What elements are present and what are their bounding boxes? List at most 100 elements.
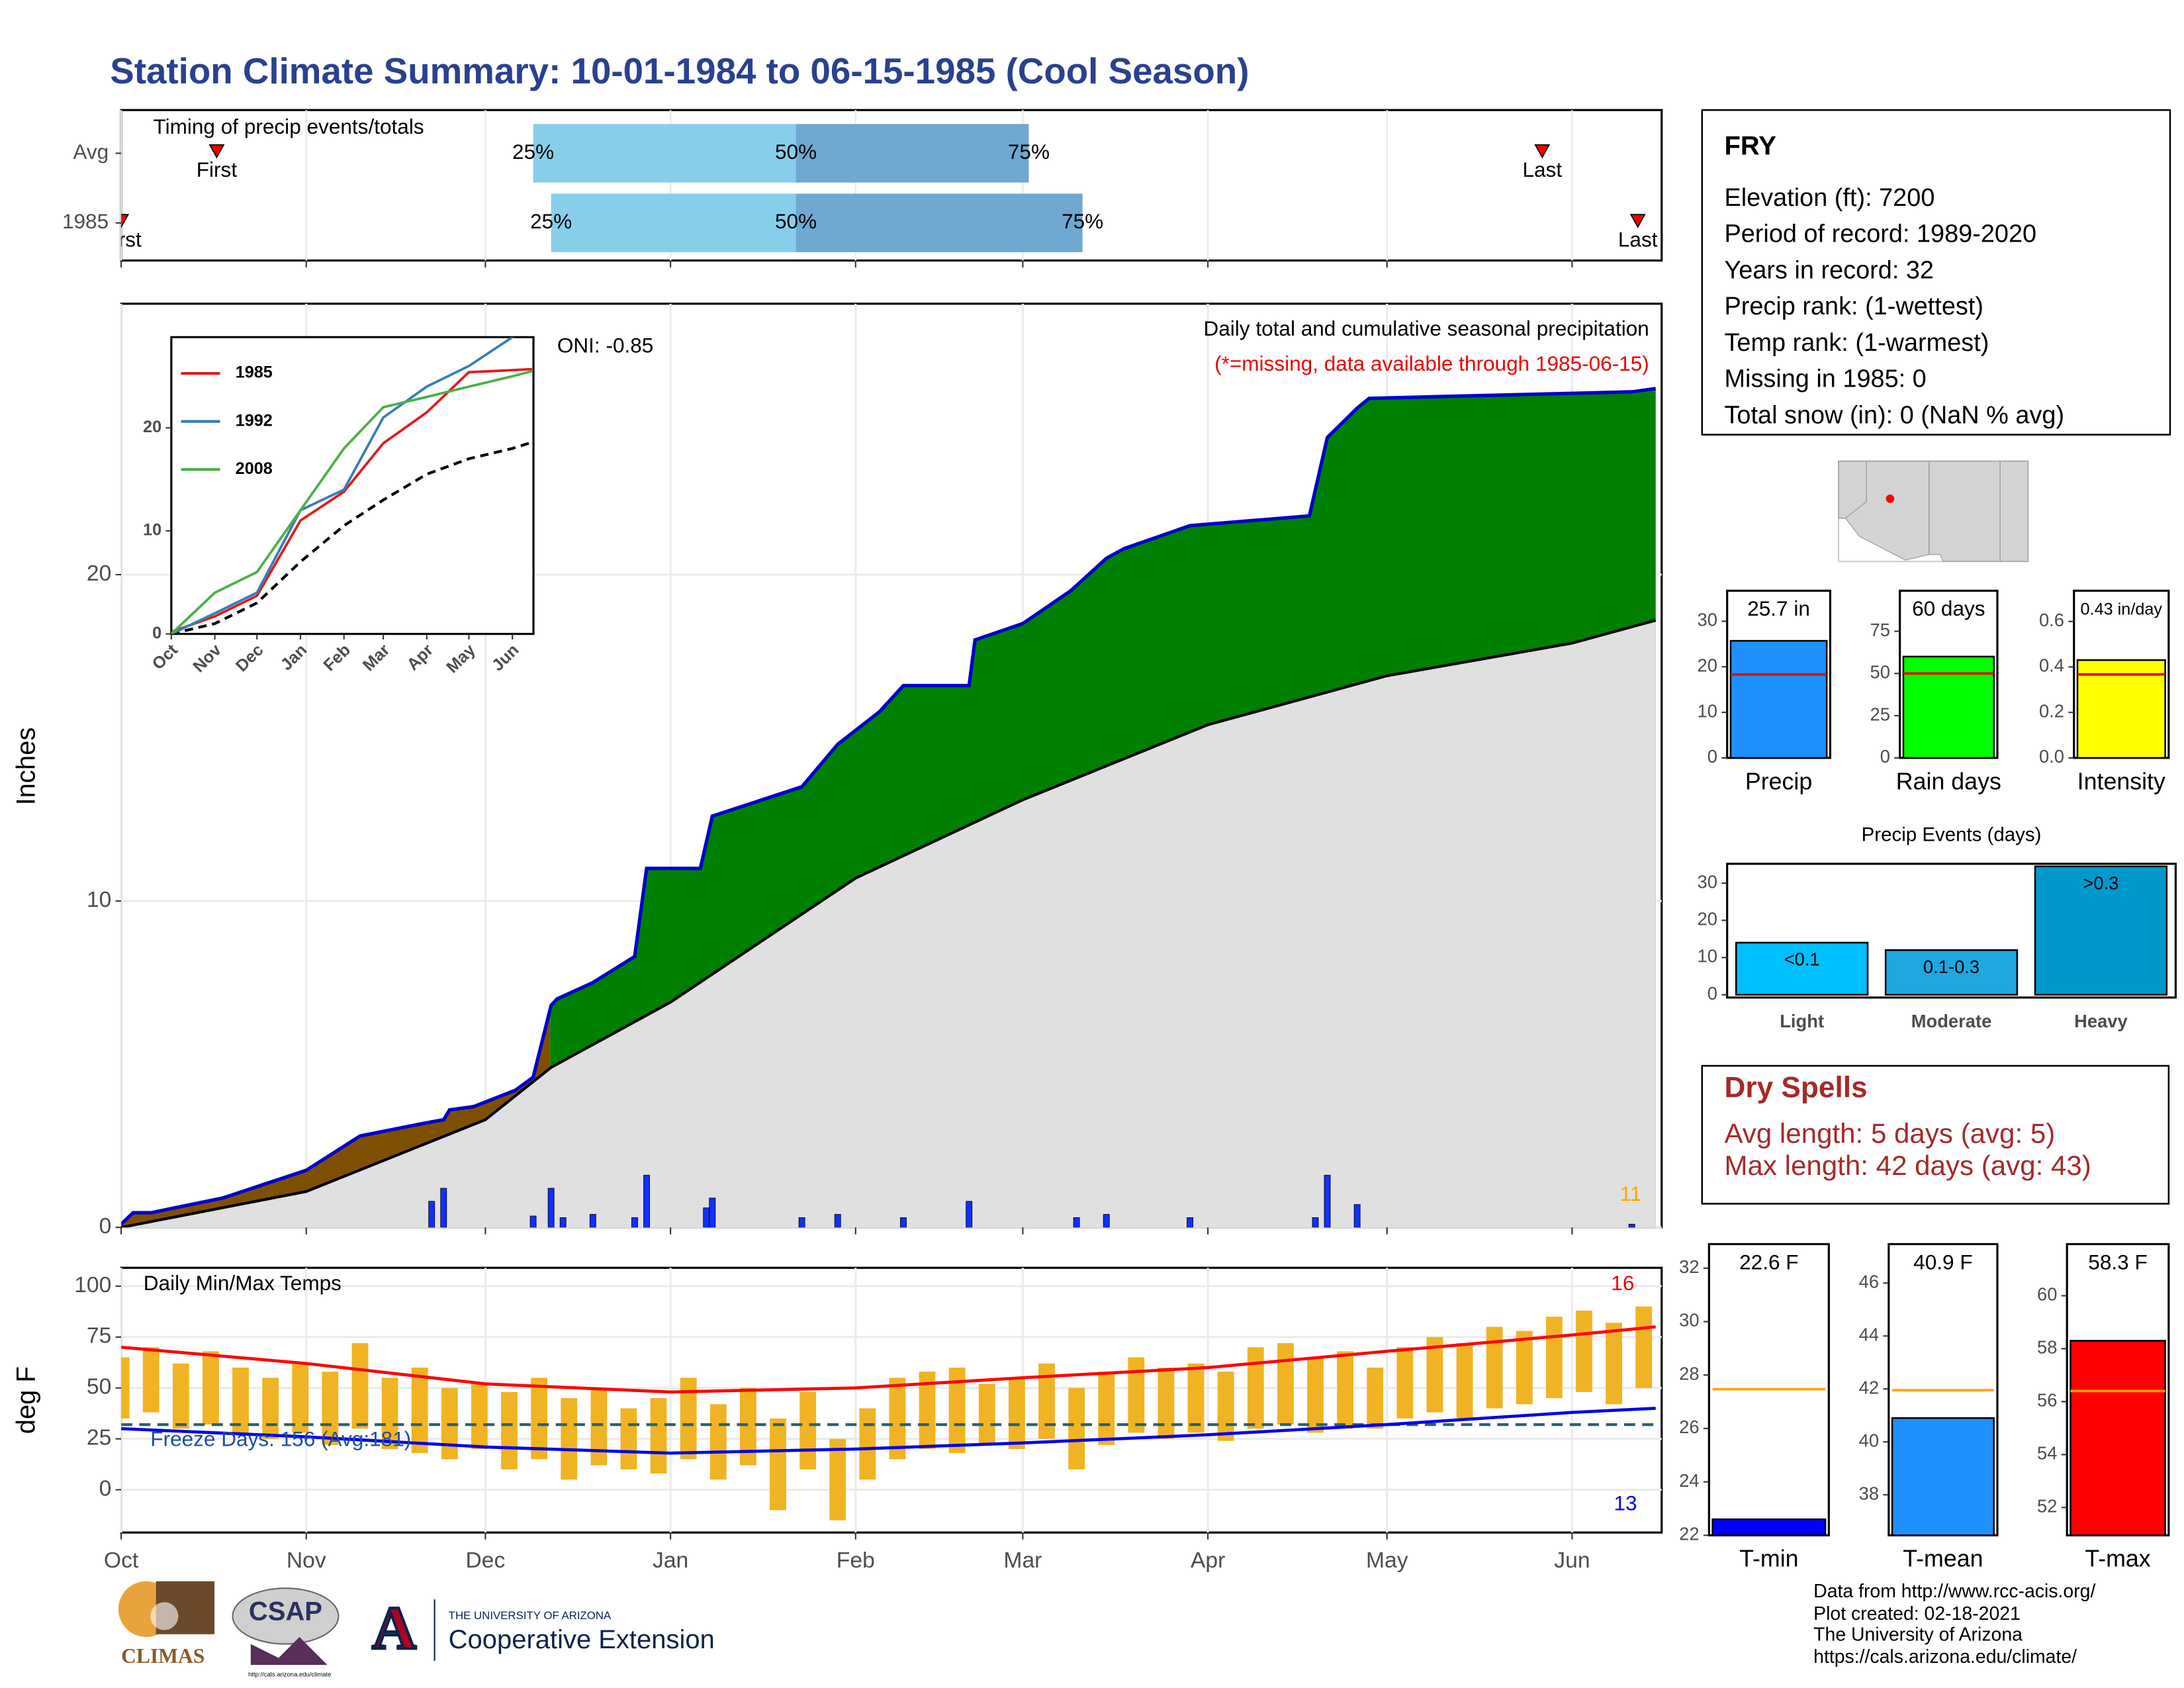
y-tick-label: 20 <box>1698 655 1717 676</box>
info-line: Total snow (in): 0 (NaN % avg) <box>1724 401 2064 429</box>
normal-min-line <box>121 1407 1656 1455</box>
row-label: Avg <box>73 140 109 164</box>
series-line <box>171 369 533 634</box>
y-tick-label: 50 <box>1870 662 1889 682</box>
event-label: Last <box>1523 158 1563 181</box>
daily-bar <box>529 1215 537 1228</box>
x-tick-label: Jun <box>1554 1548 1590 1573</box>
temp-range-bar <box>770 1418 786 1511</box>
bar <box>2070 1340 2166 1536</box>
y-tick-label: 30 <box>1698 871 1717 892</box>
inset-plot <box>171 337 533 634</box>
y-tick-label: 0.6 <box>2039 610 2064 630</box>
daily-bar <box>1103 1214 1110 1228</box>
category-label: T-min <box>1739 1546 1798 1572</box>
info-line: Missing in 1985: 0 <box>1724 365 1926 393</box>
y-tick-label: 20 <box>1698 909 1717 929</box>
y-tick-label: 44 <box>1859 1324 1879 1344</box>
y-tick-label: 75 <box>1870 620 1889 640</box>
main-plot <box>121 387 1657 1228</box>
temp-range-bar <box>1367 1367 1384 1429</box>
bar-label: >0.3 <box>2083 872 2118 893</box>
cumulative-line <box>121 387 1657 1226</box>
daily-bar <box>703 1207 710 1228</box>
row-label: 1985 <box>62 209 109 233</box>
event-label: Last <box>1618 227 1658 251</box>
temp-range-bar <box>561 1398 578 1480</box>
temp-range-bar <box>1635 1306 1653 1388</box>
bar <box>2034 865 2168 996</box>
inset-frame <box>170 336 535 635</box>
temp-range-bar <box>262 1378 279 1439</box>
station-dot <box>1886 494 1895 503</box>
y-tick-label: 0 <box>99 1476 112 1501</box>
category-label: Precip <box>1745 768 1812 794</box>
category-label: Intensity <box>2077 768 2165 794</box>
temp-range-bar <box>471 1383 488 1450</box>
normal-max-line <box>121 1325 1656 1394</box>
daily-bar <box>834 1214 841 1228</box>
y-axis-label: Inches <box>12 727 41 806</box>
climas-emblem <box>150 1602 179 1630</box>
dry-spells-line: Avg length: 5 days (avg: 5) <box>1724 1117 2055 1149</box>
temp-range-bar <box>829 1438 846 1521</box>
temp-range-bar <box>620 1408 637 1470</box>
temp-plot <box>121 1306 1662 1521</box>
category-label: T-max <box>2085 1546 2150 1572</box>
temp-range-bar <box>1247 1347 1264 1429</box>
event-count: 11 <box>1620 1182 1642 1205</box>
panel-subtitle: (*=missing, data available through 1985-… <box>1214 352 1649 375</box>
event-marker <box>121 214 130 228</box>
bar <box>1884 949 2019 996</box>
temp-range-bar <box>1158 1367 1175 1439</box>
freeze-label: Freeze Days: 156 (Avg:181) <box>150 1427 411 1451</box>
daily-bar <box>1324 1174 1331 1228</box>
panel-title: Timing of precip events/totals <box>154 115 424 138</box>
temp-range-bar <box>411 1367 428 1454</box>
category-label: Light <box>1780 1011 1824 1031</box>
record-high-count: 16 <box>1611 1271 1634 1295</box>
temp-range-bar <box>1337 1351 1354 1429</box>
bar-value-label: 58.3 F <box>2088 1250 2147 1274</box>
temp-range-bar <box>292 1363 309 1433</box>
quantile-bar <box>796 193 1083 252</box>
y-tick-label: 75 <box>87 1324 111 1348</box>
temp-range-bar <box>203 1351 219 1425</box>
x-tick-label: Jan <box>653 1548 688 1573</box>
category-label: Moderate <box>1911 1011 1992 1031</box>
x-tick-label: Feb <box>837 1548 875 1573</box>
temp-range-bar <box>172 1363 189 1429</box>
y-tick-label: 10 <box>87 888 111 912</box>
daily-bar <box>428 1201 435 1228</box>
series-line <box>171 367 533 633</box>
panel-title: Daily Min/Max Temps <box>144 1271 341 1295</box>
footer-line: Data from http://www.rcc-acis.org/ <box>1813 1581 2095 1602</box>
csap-text: CSAP <box>249 1597 322 1626</box>
info-line: Years in record: 32 <box>1724 256 1934 284</box>
daily-bar <box>440 1188 447 1228</box>
y-tick-label: 0.4 <box>2039 655 2064 676</box>
event-label: First <box>101 227 142 251</box>
temp-range-bar <box>1545 1317 1563 1399</box>
event-marker <box>208 144 225 159</box>
y-tick-label: 26 <box>1679 1417 1699 1437</box>
y-tick-label: 32 <box>1679 1256 1699 1277</box>
climas-text: CLIMAS <box>121 1644 205 1667</box>
record-low-count: 13 <box>1614 1491 1637 1515</box>
bar-value-label: 25.7 in <box>1747 596 1810 620</box>
temp-range-bar <box>531 1378 548 1460</box>
page-title: Station Climate Summary: 10-01-1984 to 0… <box>110 50 1249 91</box>
bar <box>2076 659 2166 759</box>
y-axis-label: deg F <box>12 1366 41 1434</box>
y-tick-label: 30 <box>1679 1310 1699 1331</box>
temp-range-bar <box>1128 1357 1145 1433</box>
y-tick-label: 22 <box>1679 1524 1699 1544</box>
bar-label: <0.1 <box>1784 949 1820 970</box>
temp-range-bar <box>1576 1310 1592 1392</box>
temp-range-bar <box>232 1367 249 1433</box>
bar <box>1735 941 1869 996</box>
daily-bar <box>1312 1217 1319 1228</box>
legend-label: 2008 <box>236 459 273 478</box>
